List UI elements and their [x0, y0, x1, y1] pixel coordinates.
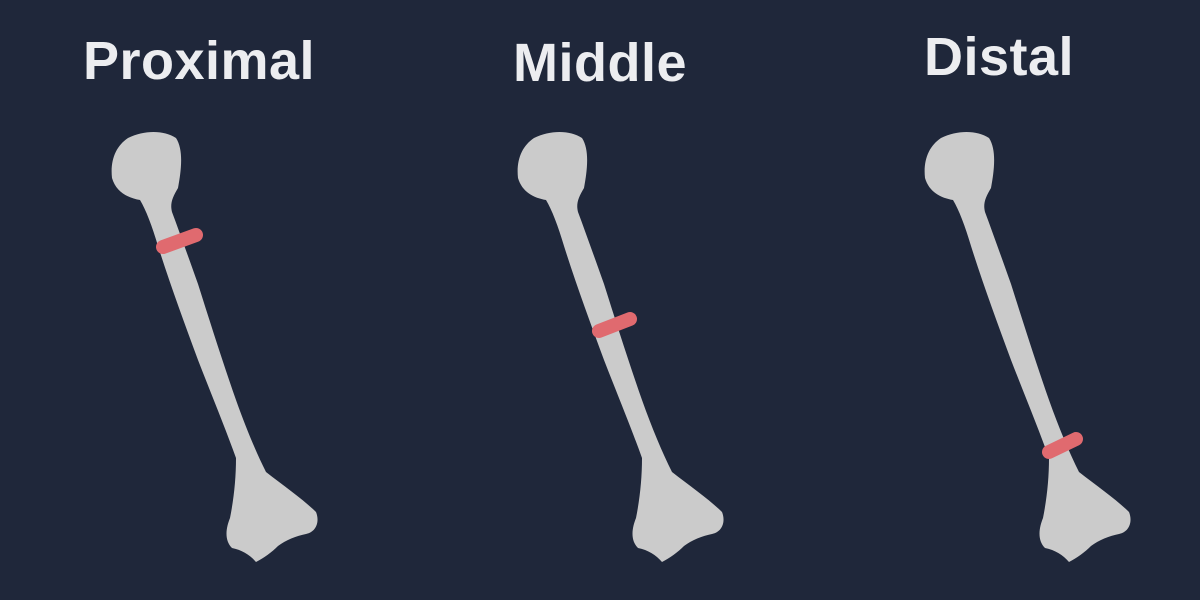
bone-proximal: [111, 132, 318, 562]
panel-title-distal: Distal: [923, 27, 1075, 87]
fracture-band-distal: [1042, 432, 1083, 459]
panel-title-proximal: Proximal: [82, 31, 316, 91]
bone-distal: [924, 132, 1131, 562]
bone-shape: [517, 132, 724, 562]
fracture-band-proximal: [156, 228, 203, 254]
panel-title-middle: Middle: [513, 33, 687, 93]
bone-shape: [111, 132, 318, 562]
bone-middle: [517, 132, 724, 562]
fracture-band-middle: [592, 312, 637, 338]
bone-shape: [924, 132, 1131, 562]
